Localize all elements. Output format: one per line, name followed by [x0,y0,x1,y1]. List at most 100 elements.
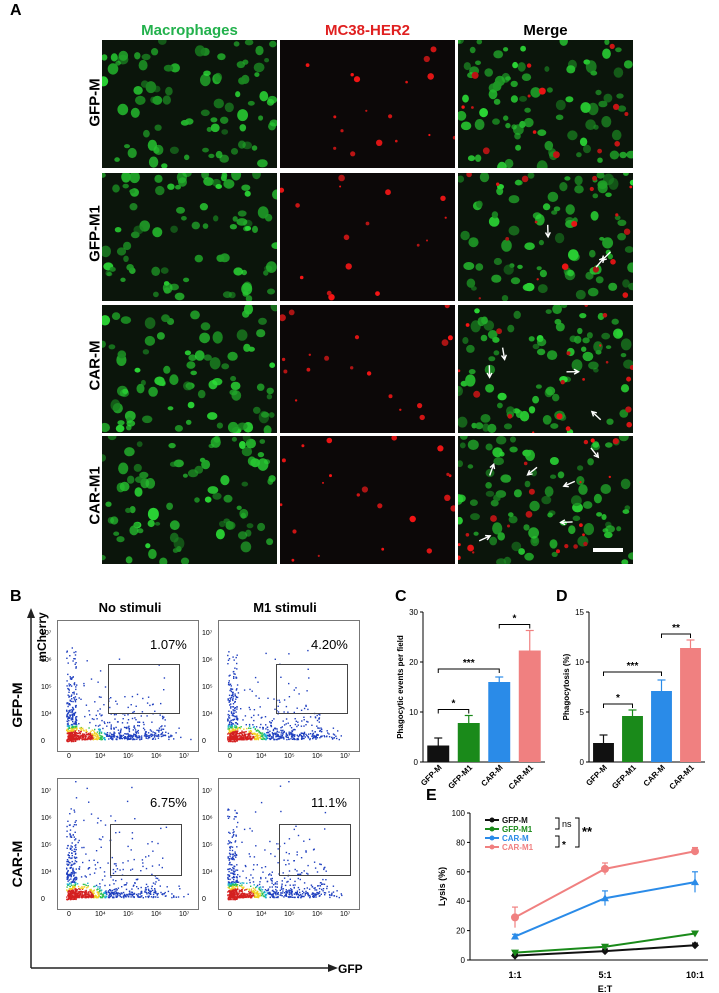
panel-d-letter: D [556,588,568,605]
e-x-tick-label: 10:1 [686,970,704,980]
e-y-axis-label: Lysis (%) [437,867,447,906]
sig-bracket-d3-label: ** [672,623,680,634]
y-tick-label: 0 [580,758,585,767]
flow-percentage: 11.1% [311,795,347,810]
e-x-axis-label: E:T [598,984,613,993]
point-car-m [691,878,699,886]
e-y-tick-label: 0 [461,956,466,965]
panel-e-letter: E [426,787,437,804]
flow-y-tick: 10⁴ [41,869,52,876]
y-tick-label: 20 [409,658,418,667]
flow-y-tick: 10⁴ [202,869,213,876]
flow-y-tick: 0 [41,896,45,903]
flow-x-tick: 10⁶ [312,911,323,918]
y-tick-label: 5 [580,708,585,717]
point-gfp-m1 [691,930,699,938]
legend-label-car-m1: CAR-M1 [502,843,534,852]
e-y-tick-label: 20 [456,927,465,936]
flow-x-tick: 10⁵ [284,911,295,918]
point-car-m1 [601,864,609,873]
sig-bracket-d2-label: *** [627,661,639,672]
flow-y-tick: 10⁴ [202,711,213,718]
bar-car-m [651,691,672,762]
flow-plot-2: 4.20% [218,620,360,752]
e-y-tick-label: 100 [452,809,466,818]
sig-bracket-d1-label: * [616,693,620,704]
legend-sig-single: * [562,840,566,851]
flow-x-arrow [328,964,338,972]
flow-x-tick: 10⁷ [340,753,351,760]
x-tick-label: GFP-M [584,763,609,788]
bar-car-m [488,682,511,762]
flow-y-arrow [27,608,35,618]
flow-x-tick: 10⁶ [312,753,323,760]
y-tick-label: 0 [414,758,419,767]
bar-gfp-m [593,743,614,762]
flow-plot-4: 11.1% [218,778,360,910]
flow-y-tick: 0 [202,896,206,903]
scale-bar [593,548,623,552]
flow-gate [110,824,182,876]
flow-y-tick: 10⁷ [41,788,52,795]
legend-marker [489,835,495,841]
panel-b-letter: B [10,588,22,605]
bar-gfp-m1 [457,723,480,762]
bar-gfp-m1 [622,716,643,762]
flow-y-tick: 10⁵ [202,842,213,849]
y-tick-label: 15 [575,608,584,617]
flow-y-tick: 10⁷ [202,630,213,637]
flow-x-tick: 10⁴ [95,753,106,760]
x-tick-label: CAR-M [479,763,504,788]
bar-gfp-m [427,745,450,762]
point-car-m1 [511,913,519,922]
legend-marker [489,826,495,832]
flow-x-tick: 0 [228,911,232,918]
flow-col-head-no-stimuli: No stimuli [98,600,162,615]
flow-x-tick: 10⁵ [123,911,134,918]
flow-percentage: 4.20% [311,637,348,652]
sig-bracket-d3 [661,633,691,638]
x-tick-label: CAR-M1 [507,763,536,792]
legend-bracket-double [575,817,580,848]
legend-bracket-ns [555,817,560,830]
sig-bracket-c3-label: * [513,614,517,625]
flow-x-tick: 0 [228,753,232,760]
x-tick-label: CAR-M1 [668,763,697,792]
flow-y-tick: 10⁷ [41,630,52,637]
flow-gate [276,664,348,714]
e-y-tick-label: 40 [456,897,465,906]
bar-car-m1 [518,650,541,762]
point-gfp-m [601,947,609,956]
flow-x-tick: 0 [67,911,71,918]
y-tick-label: 30 [409,608,418,617]
sig-bracket-c2 [437,668,500,673]
flow-x-tick: 10⁴ [256,753,267,760]
micro-gfp-m-mc38 [280,40,455,168]
sig-bracket-d1 [603,703,633,708]
point-gfp-m1 [511,949,519,957]
flow-percentage: 1.07% [150,637,187,652]
flow-x-tick: 10⁶ [151,911,162,918]
bar-car-m1 [680,648,701,762]
panel-a-letter: A [10,2,22,19]
flow-y-tick: 10⁵ [41,684,52,691]
sig-bracket-c1-label: * [452,699,456,710]
micro-gfp-m-macrophages [102,40,277,168]
e-y-tick-label: 60 [456,868,465,877]
point-car-m [511,932,519,940]
e-y-tick-label: 80 [456,838,465,847]
x-tick-label: GFP-M [419,763,444,788]
flow-gate [279,824,351,876]
x-tick-label: GFP-M1 [610,763,638,791]
micro-gfp-m1-mc38 [280,173,455,301]
flow-x-tick: 10⁵ [284,753,295,760]
flow-y-tick: 10⁷ [202,788,213,795]
flow-y-tick: 0 [202,738,206,745]
x-tick-label: CAR-M [642,763,667,788]
sig-bracket-c2-label: *** [463,658,475,669]
micro-gfp-m-merge [458,40,633,168]
micro-car-m-mc38 [280,305,455,433]
col-head-mc38: MC38-HER2 [324,22,411,39]
flow-x-tick: 10⁷ [179,911,190,918]
flow-x-tick: 0 [67,753,71,760]
